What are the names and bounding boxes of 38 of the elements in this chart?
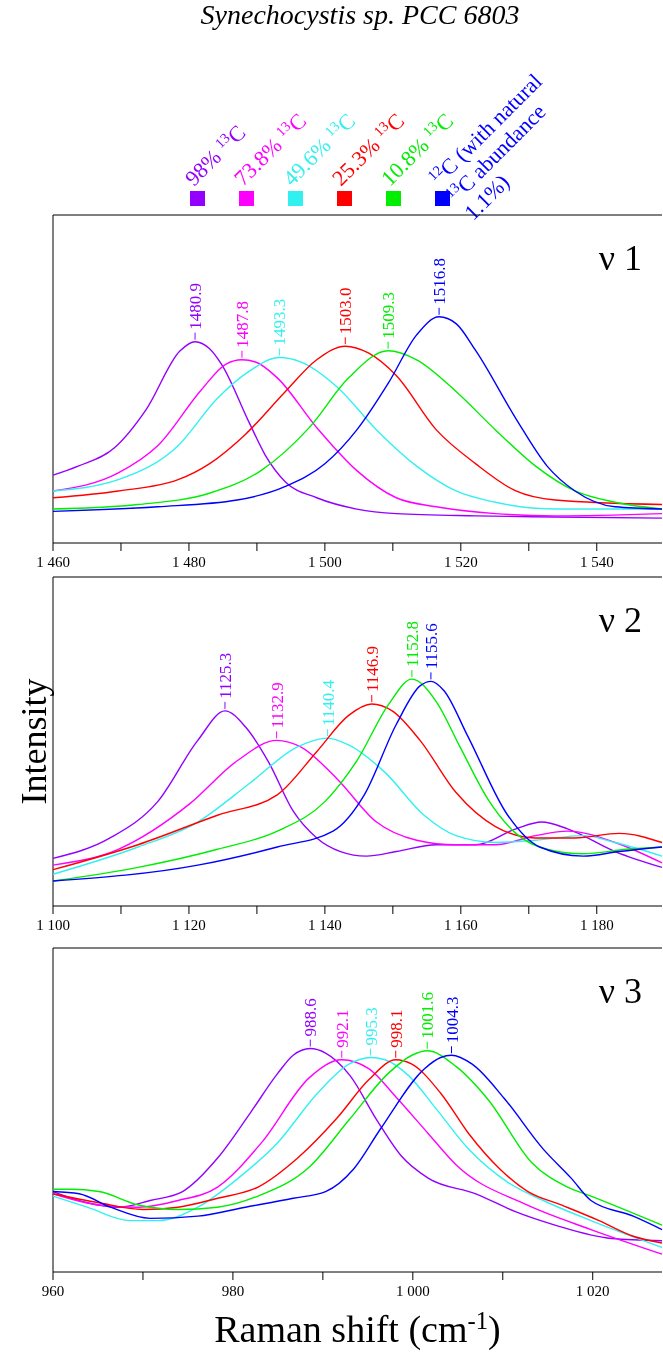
chart-title: Synechocystis sp. PCC 6803 [200,0,520,30]
annotation: 992.1 [332,1009,352,1048]
annotation: 1140.4 [318,679,338,727]
x-tick-label: 1 520 [443,554,478,570]
annotation: 1493.3 [270,298,290,346]
annotation: 1132.9 [267,682,287,729]
x-tick-label: 1 000 [395,1283,430,1299]
x-axis-title: Raman shift (cm$^{-1}$) [214,1306,501,1351]
x-tick-label: 1 120 [172,917,206,933]
annotation: 998.1 [386,1009,406,1048]
annotation: 1152.8 [402,620,422,668]
y-axis-title: Intensity [14,678,54,805]
annotation: 1503.0 [336,287,356,335]
annotation: 1155.6 [421,623,441,670]
text: ν 3 [598,971,642,1011]
x-tick-label: 1 020 [575,1283,610,1299]
x-tick-label: 1 480 [172,554,206,570]
x-tick-label: 1 540 [579,554,614,570]
annotation: 1004.3 [442,996,462,1044]
x-tick-label: 1 160 [443,917,478,933]
annotation: 995.3 [361,1007,381,1046]
annotation: 1516.8 [430,258,450,305]
x-tick-label: 1 500 [308,554,342,570]
annotation: 1480.9 [186,282,206,330]
x-tick-label: 1 180 [579,917,614,933]
annotation: 1146.9 [362,645,382,693]
annotation: 1487.8 [232,301,252,348]
annotation: 1509.3 [379,291,399,339]
x-tick-label: 1 140 [308,917,342,933]
annotation: 1125.3 [215,652,235,699]
text: ν 1 [598,238,642,278]
x-tick-label: 960 [41,1283,65,1299]
annotation: 1001.6 [418,992,438,1039]
x-tick-label: 980 [221,1283,245,1299]
x-tick-label: 1 100 [36,917,70,933]
annotation: 988.6 [301,998,321,1037]
x-tick-label: 1 460 [36,554,70,570]
text: ν 2 [598,600,642,640]
